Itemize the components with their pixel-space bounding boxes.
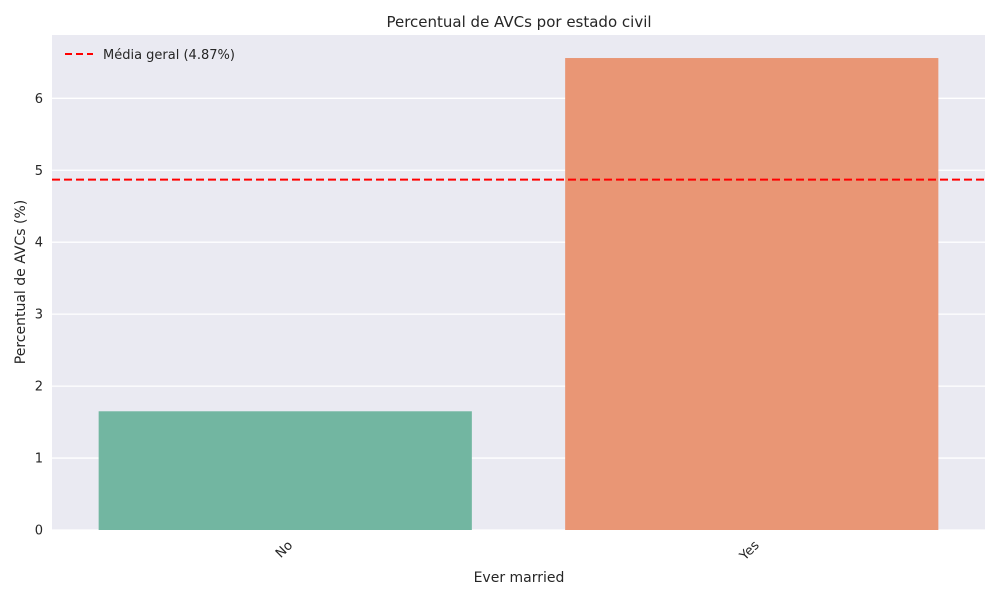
legend: Média geral (4.87%) <box>65 48 235 63</box>
y-tick-label: 4 <box>35 236 43 251</box>
y-tick-label: 1 <box>35 452 43 467</box>
chart-title: Percentual de AVCs por estado civil <box>386 13 651 31</box>
y-tick-label: 2 <box>35 380 43 395</box>
y-axis-label: Percentual de AVCs (%) <box>13 200 29 364</box>
y-tick-label: 6 <box>35 92 43 107</box>
y-tick-label: 5 <box>35 164 43 179</box>
x-tick-label: Yes <box>736 538 762 564</box>
y-tick-labels: 0 1 2 3 4 5 6 <box>35 92 43 539</box>
bar-yes <box>565 58 939 530</box>
bars <box>98 58 939 530</box>
y-tick-label: 0 <box>35 524 43 539</box>
x-tick-label: No <box>273 538 296 561</box>
x-axis-label: Ever married <box>474 570 565 586</box>
legend-entry-label: Média geral (4.87%) <box>103 48 235 63</box>
bar-no <box>98 411 472 530</box>
x-tick-labels: No Yes <box>273 538 763 564</box>
y-tick-label: 3 <box>35 308 43 323</box>
